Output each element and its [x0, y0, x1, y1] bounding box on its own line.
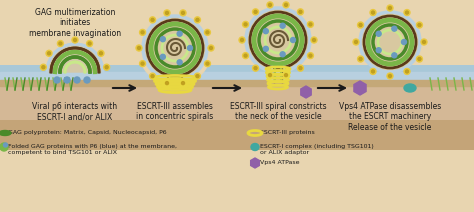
Text: ESCRT-III spiral constricts
the neck of the vesicle: ESCRT-III spiral constricts the neck of …	[230, 102, 326, 121]
Text: ESCRT-III proteins: ESCRT-III proteins	[260, 130, 315, 135]
Circle shape	[405, 11, 409, 14]
Circle shape	[246, 8, 310, 72]
Circle shape	[151, 75, 154, 78]
Circle shape	[267, 2, 273, 8]
Circle shape	[253, 9, 258, 15]
Circle shape	[208, 45, 214, 51]
Circle shape	[196, 75, 199, 78]
Circle shape	[177, 31, 182, 36]
Circle shape	[244, 23, 247, 26]
Circle shape	[104, 64, 109, 70]
Circle shape	[308, 21, 313, 27]
Circle shape	[280, 23, 285, 28]
Circle shape	[210, 46, 212, 49]
Text: GAG multimerization
initiates
membrane invagination: GAG multimerization initiates membrane i…	[29, 8, 121, 38]
Text: Vps4 ATPase: Vps4 ATPase	[260, 160, 300, 165]
Circle shape	[353, 39, 359, 45]
Text: Folded GAG proteins with P6 (blue) at the membrane,
competent to bind TSG101 or : Folded GAG proteins with P6 (blue) at th…	[8, 144, 177, 155]
Circle shape	[47, 52, 51, 55]
Circle shape	[421, 39, 427, 45]
Circle shape	[370, 10, 376, 15]
Circle shape	[64, 77, 70, 83]
Circle shape	[254, 10, 257, 13]
Circle shape	[165, 11, 168, 14]
Text: Vps4 ATPase disassembles
the ESCRT machinery
Release of the vesicle: Vps4 ATPase disassembles the ESCRT machi…	[339, 102, 441, 132]
Circle shape	[280, 52, 285, 57]
Circle shape	[283, 72, 289, 78]
Circle shape	[299, 10, 302, 13]
Circle shape	[392, 26, 397, 31]
Text: ESCRT-I complex (including TSG101)
or ALIX adaptor: ESCRT-I complex (including TSG101) or AL…	[260, 144, 374, 155]
Circle shape	[84, 77, 90, 83]
Circle shape	[359, 24, 362, 26]
Circle shape	[264, 29, 268, 34]
Polygon shape	[47, 44, 103, 72]
Circle shape	[284, 3, 288, 6]
Circle shape	[268, 3, 272, 6]
FancyBboxPatch shape	[0, 65, 474, 150]
Circle shape	[253, 65, 258, 71]
Circle shape	[151, 18, 154, 21]
Circle shape	[160, 37, 165, 42]
Circle shape	[264, 46, 268, 51]
Circle shape	[206, 31, 209, 34]
Circle shape	[182, 11, 184, 14]
Circle shape	[59, 42, 62, 45]
Circle shape	[254, 67, 257, 70]
Circle shape	[389, 74, 392, 78]
Circle shape	[138, 11, 212, 85]
Circle shape	[180, 10, 186, 16]
Circle shape	[74, 77, 80, 83]
Circle shape	[405, 70, 409, 73]
Circle shape	[150, 17, 155, 23]
Circle shape	[136, 45, 142, 51]
Circle shape	[417, 56, 422, 62]
Circle shape	[389, 7, 392, 10]
Circle shape	[204, 61, 210, 67]
Circle shape	[418, 57, 421, 60]
Circle shape	[160, 54, 165, 59]
Circle shape	[404, 10, 410, 15]
Text: Viral p6 interacts with
ESCRT-I and/or ALIX: Viral p6 interacts with ESCRT-I and/or A…	[32, 102, 118, 121]
Circle shape	[309, 23, 312, 26]
Circle shape	[194, 17, 201, 23]
Circle shape	[196, 18, 199, 21]
Bar	[272, 67, 284, 82]
Circle shape	[204, 29, 210, 35]
Circle shape	[87, 40, 92, 46]
Circle shape	[143, 16, 207, 80]
Circle shape	[387, 5, 393, 11]
Circle shape	[422, 40, 426, 43]
Circle shape	[268, 74, 272, 77]
Circle shape	[283, 2, 289, 8]
Ellipse shape	[0, 131, 11, 135]
Circle shape	[54, 77, 60, 83]
Circle shape	[357, 56, 364, 62]
Circle shape	[299, 67, 302, 70]
Circle shape	[150, 73, 155, 79]
Circle shape	[357, 22, 364, 28]
Circle shape	[105, 66, 108, 69]
Circle shape	[98, 50, 104, 56]
Bar	[0, 86, 474, 126]
Circle shape	[141, 31, 144, 34]
Text: GAG polyprotein: Matrix, Capsid, Nucleocapsid, P6: GAG polyprotein: Matrix, Capsid, Nucleoc…	[8, 130, 167, 135]
Circle shape	[188, 46, 192, 50]
Circle shape	[46, 50, 52, 56]
Circle shape	[308, 53, 313, 59]
Circle shape	[376, 48, 381, 53]
Circle shape	[180, 80, 186, 86]
Circle shape	[372, 11, 374, 14]
Circle shape	[284, 74, 288, 77]
Circle shape	[3, 143, 8, 147]
Circle shape	[0, 143, 8, 151]
Circle shape	[360, 12, 420, 72]
Ellipse shape	[404, 84, 416, 92]
Circle shape	[298, 65, 303, 71]
Circle shape	[139, 61, 146, 67]
Circle shape	[137, 46, 140, 49]
Circle shape	[42, 66, 45, 69]
Circle shape	[206, 62, 209, 65]
Circle shape	[376, 31, 381, 36]
Circle shape	[312, 39, 316, 42]
